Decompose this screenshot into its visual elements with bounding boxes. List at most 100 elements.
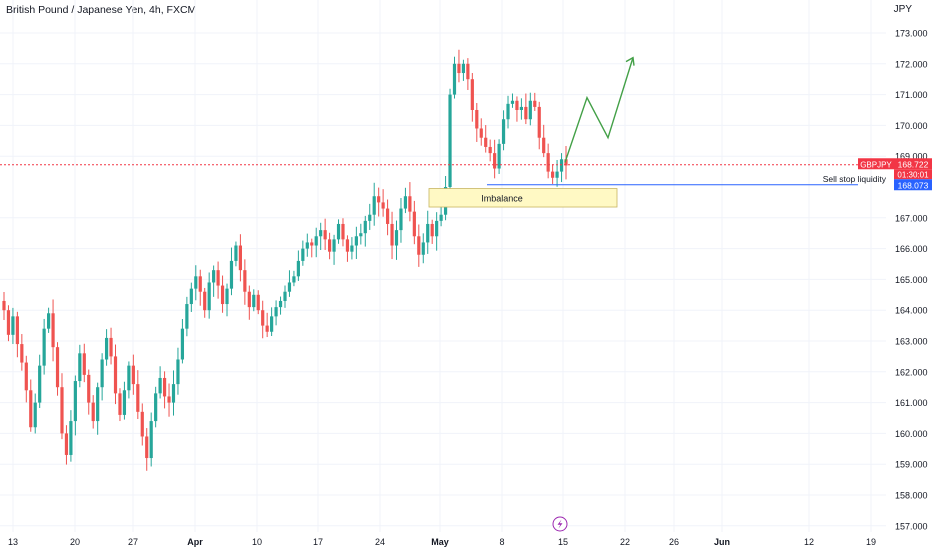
- candle-body: [109, 337, 113, 357]
- candle-body: [78, 353, 82, 382]
- candle-body: [332, 239, 336, 252]
- imbalance-label: Imbalance: [481, 193, 523, 203]
- price-tick-label: 167.000: [895, 213, 928, 223]
- candle-body: [91, 402, 95, 422]
- candle-body: [542, 137, 546, 154]
- candle-body: [314, 236, 318, 246]
- currency-label: JPY: [893, 4, 912, 15]
- price-tick-label: 161.000: [895, 398, 928, 408]
- candle-body: [64, 433, 69, 455]
- candle-body: [457, 63, 461, 74]
- candle-body: [452, 63, 457, 95]
- time-tick-label: 20: [70, 537, 80, 547]
- candle-body: [38, 365, 42, 403]
- candle-body: [194, 276, 198, 289]
- candle-body: [515, 100, 519, 110]
- candle-body: [524, 106, 528, 120]
- candle-body: [47, 313, 51, 329]
- time-tick-label: 26: [669, 537, 679, 547]
- candle-body: [537, 106, 541, 138]
- candle-body: [104, 337, 109, 360]
- candle-body: [270, 316, 274, 332]
- candle-body: [29, 390, 33, 428]
- candle-body: [448, 94, 452, 187]
- time-tick-label: 8: [499, 537, 504, 547]
- candle-body: [60, 387, 64, 434]
- time-tick-label: 27: [128, 537, 138, 547]
- time-tick-label: Apr: [187, 537, 203, 547]
- candle-body: [216, 270, 220, 286]
- candle-body: [359, 233, 363, 237]
- chart-title: British Pound / Japanese Yen, 4h, FXCM: [6, 4, 197, 16]
- candle-body: [426, 223, 430, 243]
- candle-body: [42, 328, 46, 366]
- candle-body: [20, 344, 24, 363]
- candle-body: [278, 300, 283, 308]
- candles: [2, 49, 568, 471]
- candle-body: [528, 100, 532, 120]
- arrow-head-icon: [625, 56, 635, 66]
- candle-body: [73, 381, 77, 422]
- candle-body: [555, 171, 559, 178]
- candle-body: [475, 110, 479, 129]
- candle-body: [229, 260, 234, 289]
- candle-body: [212, 270, 216, 283]
- candle-body: [506, 103, 510, 120]
- candle-body: [274, 307, 278, 317]
- candle-body: [247, 291, 251, 308]
- candle-body: [559, 159, 564, 172]
- time-tick-label: 22: [620, 537, 630, 547]
- chart-annotations: Imbalance Sell stop liquidity: [0, 56, 887, 208]
- candle-body: [399, 208, 403, 231]
- candle-body: [394, 230, 399, 246]
- current-price-text: 168.722: [898, 159, 929, 169]
- time-axis[interactable]: 13 20 27 Apr 10 17 24 May 8 15 22 26 Jun 12 19: [8, 537, 876, 547]
- countdown-tag: [894, 169, 932, 180]
- candle-body: [328, 239, 332, 252]
- candle-body: [292, 276, 296, 283]
- candle-body: [296, 260, 300, 277]
- candle-body: [466, 63, 470, 80]
- candle-body: [140, 411, 144, 437]
- sell-stop-liquidity-label: Sell stop liquidity: [823, 174, 887, 184]
- time-tick-label: 24: [375, 537, 385, 547]
- price-tick-label: 164.000: [895, 306, 928, 316]
- candle-body: [243, 270, 247, 292]
- candle-body: [158, 377, 162, 394]
- imbalance-zone[interactable]: [428, 188, 618, 208]
- candle-body: [381, 202, 385, 209]
- time-tick-label: 15: [558, 537, 568, 547]
- countdown-text: 01:30:01: [897, 170, 929, 179]
- candle-body: [6, 310, 11, 335]
- candle-body: [319, 230, 323, 237]
- grid-lines: [0, 0, 886, 532]
- candle-body: [96, 387, 100, 422]
- time-tick-label: 17: [313, 537, 323, 547]
- price-axis[interactable]: 173.000 172.000 171.000 170.000 169.000 167.0…: [895, 29, 928, 532]
- candle-body: [207, 282, 211, 311]
- candle-body: [354, 236, 358, 246]
- candle-body: [412, 211, 416, 237]
- candle-body: [385, 208, 390, 224]
- candle-body: [305, 242, 309, 249]
- candle-body: [167, 396, 171, 403]
- projection-arrow-path[interactable]: [564, 57, 634, 163]
- candle-body: [341, 223, 345, 240]
- candle-body: [533, 100, 537, 107]
- candle-body: [176, 359, 180, 385]
- time-tick-label: Jun: [714, 537, 730, 547]
- candle-body: [488, 146, 492, 154]
- candle-body: [493, 153, 497, 169]
- price-tick-label: 162.000: [895, 367, 928, 377]
- lightning-event-icon[interactable]: [552, 516, 568, 532]
- candle-body: [497, 143, 501, 169]
- candle-body: [336, 223, 341, 240]
- candle-body: [11, 316, 15, 335]
- candle-body: [15, 316, 19, 345]
- candle-body: [551, 171, 555, 178]
- candle-body: [136, 384, 140, 412]
- candle-body: [238, 245, 242, 271]
- candle-body: [484, 137, 488, 147]
- symbol-tag-text: GBPJPY: [860, 160, 892, 169]
